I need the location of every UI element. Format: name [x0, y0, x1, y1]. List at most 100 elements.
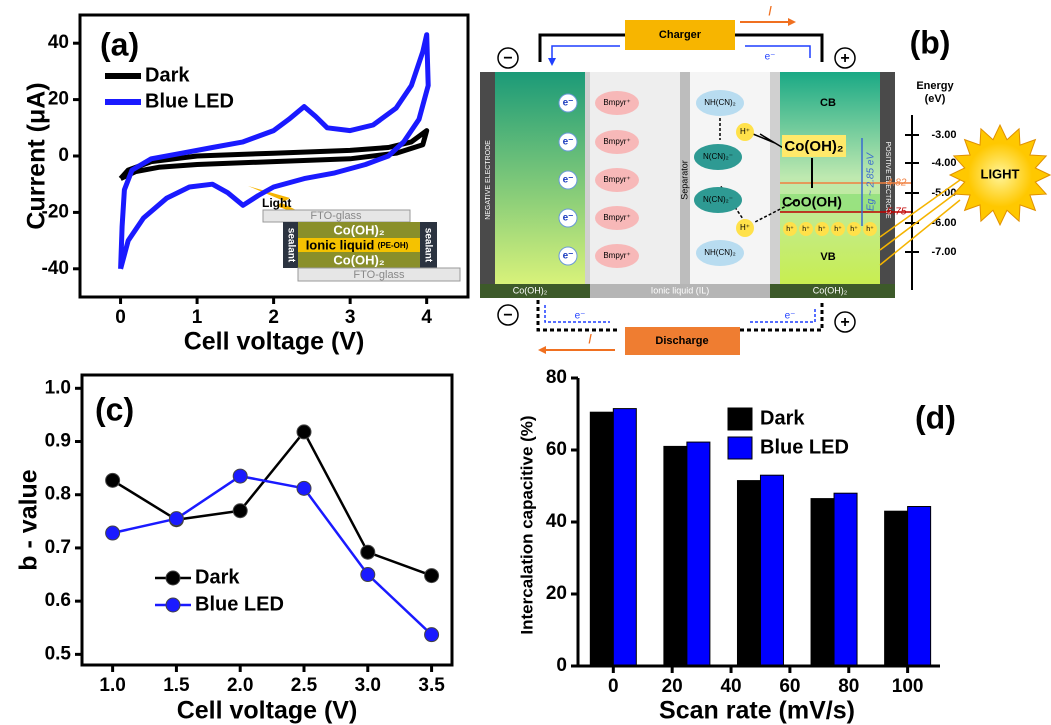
legend-label: Blue LED — [145, 90, 234, 112]
y-axis-title: b - value — [15, 469, 43, 571]
line — [113, 432, 432, 576]
schematic-text: e⁻ — [785, 311, 796, 322]
marker — [297, 481, 311, 495]
marker — [233, 504, 247, 518]
schematic-text: -6.00 — [931, 217, 956, 229]
schematic-text: + — [840, 314, 849, 331]
schematic-text: Energy — [916, 80, 954, 92]
schematic-text: e⁻ — [563, 213, 574, 224]
y-tick-label: 40 — [546, 511, 567, 532]
x-tick-label: 2.5 — [291, 675, 318, 696]
x-tick-label: 3.5 — [418, 675, 445, 696]
marker — [106, 526, 120, 540]
arrow-head — [538, 346, 546, 354]
x-tick-label: 80 — [838, 676, 859, 697]
schematic-text: Co(OH)₂ — [513, 285, 548, 295]
schematic-text: h⁺ — [850, 226, 858, 233]
schematic-text: H⁺ — [740, 223, 750, 232]
schematic-text: NEGATIVE ELECTRODE — [485, 140, 492, 220]
schematic-text: h⁺ — [866, 226, 874, 233]
schematic-text: e⁻ — [563, 98, 574, 109]
legend-swatch — [728, 437, 752, 459]
y-tick-label: 0.7 — [45, 537, 71, 558]
bar — [885, 511, 908, 666]
y-tick-label: 80 — [546, 367, 567, 388]
figure: Light FTO-glass sealant sealant Co(OH)₂ … — [0, 0, 1051, 725]
schematic-text: Eg ~ 2.85 eV — [866, 152, 877, 211]
bar — [811, 499, 834, 666]
schematic-text: I — [768, 3, 772, 19]
panel-label: (d) — [915, 399, 956, 435]
panel-label: (c) — [95, 391, 134, 427]
legend-swatch — [166, 598, 180, 612]
y-tick-label: 20 — [546, 583, 567, 604]
schematic-text: Discharge — [655, 335, 708, 347]
schematic-text: h⁺ — [786, 226, 794, 233]
schematic-text: Co(OH)₂ — [813, 285, 848, 295]
inset-glass: FTO-glass — [353, 269, 405, 281]
x-tick-label: 20 — [662, 676, 683, 697]
x-tick-label: 3 — [345, 307, 356, 328]
x-tick-label: 0 — [115, 307, 126, 328]
schematic-text: VB — [820, 251, 835, 263]
y-tick-label: 0.9 — [45, 431, 71, 452]
legend-swatch — [166, 571, 180, 585]
schematic-text: -4.00 — [931, 157, 956, 169]
schematic-text: N(CN)₂⁻ — [703, 195, 733, 204]
marker — [106, 473, 120, 487]
arrow-head — [548, 58, 556, 66]
bar — [908, 507, 931, 666]
schematic-text: h⁺ — [834, 226, 842, 233]
legend-label: Blue LED — [760, 436, 849, 458]
inset-electrolyte: Ionic liquid — [306, 237, 375, 252]
schematic-text: e⁻ — [765, 52, 776, 63]
legend-label: Dark — [760, 407, 805, 429]
y-tick-label: 0.6 — [45, 590, 71, 611]
marker — [425, 569, 439, 583]
schematic-text: Ionic liquid (IL) — [651, 285, 710, 295]
schematic-text: (eV) — [925, 93, 946, 105]
marker — [361, 545, 375, 559]
schematic-text: -3.00 — [931, 129, 956, 141]
y-axis-title: Current (μA) — [23, 82, 51, 229]
schematic — [480, 18, 912, 355]
legend-label: Dark — [195, 566, 240, 588]
inset-sealant: sealant — [422, 228, 433, 263]
axes-frame — [82, 375, 452, 665]
schematic-text: (b) — [910, 24, 951, 60]
inset: Light FTO-glass sealant sealant Co(OH)₂ … — [248, 186, 460, 281]
x-axis-title: Scan rate (mV/s) — [659, 697, 855, 725]
marker — [361, 568, 375, 582]
marker — [297, 425, 311, 439]
inset-light: Light — [262, 196, 291, 210]
bar — [737, 481, 760, 666]
schematic-text: e⁻ — [563, 175, 574, 186]
schematic-text: NH(CN)₂ — [704, 248, 736, 257]
y-tick-label: 0.8 — [45, 484, 71, 505]
schematic-text: Charger — [659, 29, 702, 41]
inset-glass: FTO-glass — [310, 210, 362, 222]
schematic-text: CB — [820, 97, 836, 109]
marker — [233, 469, 247, 483]
x-tick-label: 2.0 — [227, 675, 253, 696]
x-tick-label: 40 — [720, 676, 741, 697]
x-tick-label: 4 — [421, 307, 432, 328]
x-tick-label: 60 — [779, 676, 800, 697]
schematic-text: Bmpyr⁺ — [603, 98, 630, 107]
bar — [664, 446, 687, 666]
y-tick-label: 20 — [48, 89, 69, 110]
schematic-text: e⁻ — [575, 311, 586, 322]
schematic-text: -5.75 — [884, 207, 907, 218]
x-axis-title: Cell voltage (V) — [177, 697, 358, 725]
schematic-text: e⁻ — [563, 137, 574, 148]
y-tick-label: 60 — [546, 439, 567, 460]
y-tick-label: 1.0 — [45, 377, 71, 398]
schematic-text: N(CN)₂⁻ — [703, 152, 733, 161]
bar — [687, 442, 710, 666]
electron-flow — [545, 305, 815, 322]
schematic-text: Bmpyr⁺ — [603, 137, 630, 146]
x-tick-label: 100 — [892, 676, 924, 697]
schematic-text: H⁺ — [740, 127, 750, 136]
schematic-text: NH(CN)₂ — [704, 98, 736, 107]
schematic-text: + — [840, 50, 849, 67]
